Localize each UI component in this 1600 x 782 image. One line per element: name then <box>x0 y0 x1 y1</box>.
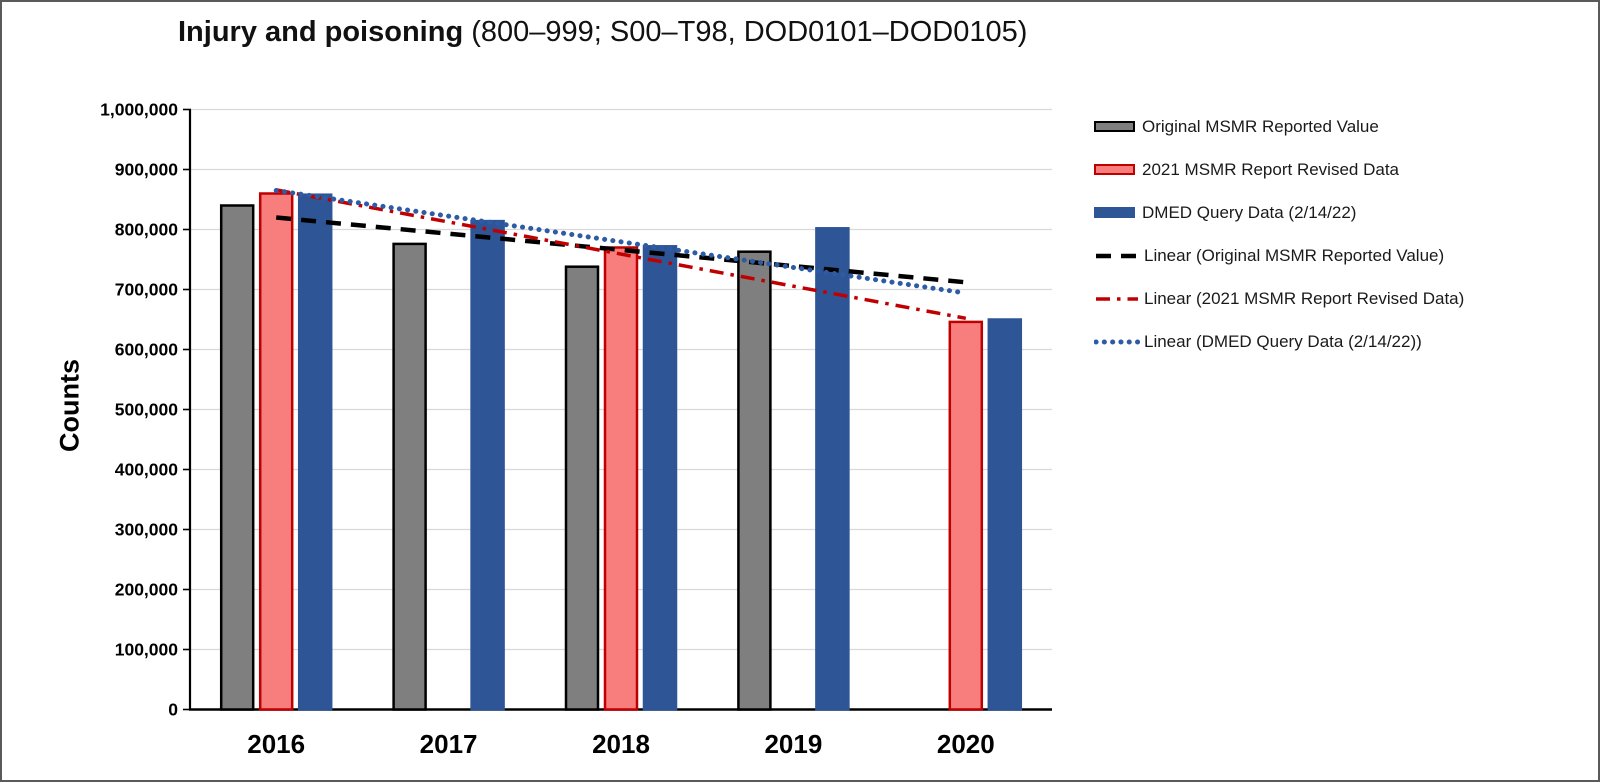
trendline-dashdot <box>275 188 967 321</box>
bar-2016-series3 <box>297 193 333 711</box>
chart-title-codes: (800–999; S00–T98, DOD0101–DOD0105) <box>463 16 1028 48</box>
legend-line-icon <box>1096 253 1138 258</box>
bar-2019-series1 <box>737 250 772 711</box>
legend-swatch-icon <box>1094 121 1135 132</box>
x-tick-label-2017: 2017 <box>420 729 478 759</box>
y-tick-label: 400,000 <box>115 460 179 480</box>
bar-2018-series3 <box>642 245 678 711</box>
bar-2017-series3 <box>470 219 505 711</box>
legend-label: DMED Query Data (2/14/22) <box>1142 202 1357 222</box>
y-tick-label: 800,000 <box>115 220 179 240</box>
y-tick-label: 300,000 <box>115 520 179 540</box>
legend-item-1: Original MSMR Reported Value <box>1094 105 1464 148</box>
y-tick-label: 500,000 <box>115 400 179 420</box>
legend-swatch-icon <box>1094 207 1135 218</box>
bar-2018-series1 <box>564 265 600 711</box>
y-tick-label: 200,000 <box>115 580 179 600</box>
legend-item-4: Linear (Original MSMR Reported Value) <box>1094 234 1464 277</box>
legend-label: Linear (Original MSMR Reported Value) <box>1144 245 1445 265</box>
y-tick-label: 700,000 <box>115 280 179 300</box>
legend-line-icon <box>1094 339 1140 344</box>
y-tick-label: 900,000 <box>115 160 179 180</box>
legend-label: 2021 MSMR Report Revised Data <box>1142 159 1400 179</box>
chart-title-main: Injury and poisoning <box>178 16 464 48</box>
x-tick-label-2019: 2019 <box>764 729 822 759</box>
legend-item-2: 2021 MSMR Report Revised Data <box>1094 148 1464 191</box>
legend-item-3: DMED Query Data (2/14/22) <box>1094 191 1464 234</box>
trendline-dash <box>275 215 967 285</box>
legend: Original MSMR Reported Value 2021 MSMR Re… <box>1094 105 1464 363</box>
chart-title: Injury and poisoning (800–999; S00–T98, … <box>178 16 1027 49</box>
legend-item-5: Linear (2021 MSMR Report Revised Data) <box>1094 277 1464 320</box>
bar-2017-series1 <box>392 242 427 711</box>
bar-2018-series2 <box>603 246 639 711</box>
bar-2016-series1 <box>219 204 255 711</box>
trendline-dot <box>273 188 969 296</box>
legend-swatch-icon <box>1094 164 1135 175</box>
bar-2020-series3 <box>987 318 1023 711</box>
legend-label: Linear (DMED Query Data (2/14/22)) <box>1144 331 1422 351</box>
x-tick-label-2018: 2018 <box>592 729 650 759</box>
y-tick-label: 100,000 <box>115 640 179 660</box>
y-tick-label: 600,000 <box>115 340 179 360</box>
x-tick-label-2016: 2016 <box>247 729 305 759</box>
x-tick-label-2020: 2020 <box>937 729 995 759</box>
legend-label: Original MSMR Reported Value <box>1142 116 1379 136</box>
legend-item-6: Linear (DMED Query Data (2/14/22)) <box>1094 320 1464 363</box>
y-tick-label: 1,000,000 <box>100 100 178 120</box>
bar-2019-series3 <box>815 227 850 711</box>
legend-line-icon <box>1096 296 1138 301</box>
y-tick-label: 0 <box>168 700 178 720</box>
legend-label: Linear (2021 MSMR Report Revised Data) <box>1144 288 1465 308</box>
bar-2020-series2 <box>948 320 984 711</box>
bar-2016-series2 <box>258 192 294 711</box>
